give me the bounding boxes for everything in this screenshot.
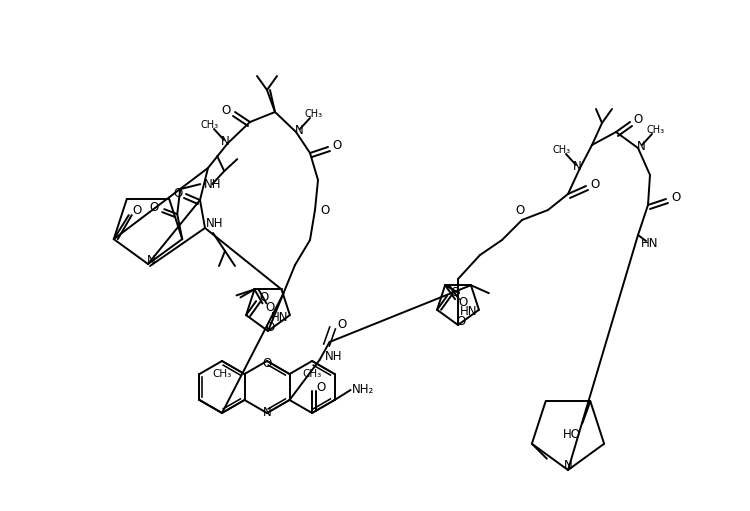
Text: O: O bbox=[451, 286, 460, 299]
Text: CH₃: CH₃ bbox=[305, 109, 323, 119]
Text: O: O bbox=[458, 296, 468, 309]
Text: HN: HN bbox=[641, 237, 658, 249]
Text: N: N bbox=[220, 134, 230, 148]
Text: N: N bbox=[262, 406, 272, 419]
Text: O: O bbox=[262, 357, 272, 369]
Text: HN: HN bbox=[271, 311, 289, 323]
Text: O: O bbox=[266, 301, 275, 314]
Text: N: N bbox=[573, 159, 581, 173]
Text: O: O bbox=[173, 187, 183, 199]
Text: O: O bbox=[671, 191, 681, 203]
Text: O: O bbox=[149, 201, 159, 214]
Text: CH₃: CH₃ bbox=[553, 145, 571, 155]
Text: CH₃: CH₃ bbox=[212, 369, 232, 379]
Text: CH₃: CH₃ bbox=[201, 120, 219, 130]
Text: O: O bbox=[260, 291, 268, 304]
Text: NH₂: NH₂ bbox=[352, 383, 374, 396]
Text: O: O bbox=[456, 314, 466, 328]
Text: NH: NH bbox=[325, 350, 342, 362]
Text: O: O bbox=[316, 381, 326, 393]
Text: HO: HO bbox=[563, 428, 581, 441]
Text: NH: NH bbox=[203, 178, 221, 191]
Text: O: O bbox=[320, 203, 330, 217]
Text: N: N bbox=[147, 253, 155, 267]
Text: O: O bbox=[221, 104, 231, 117]
Text: NH: NH bbox=[206, 217, 224, 229]
Text: O: O bbox=[515, 203, 525, 217]
Text: O: O bbox=[266, 320, 274, 334]
Text: CH₃: CH₃ bbox=[647, 125, 665, 135]
Text: N: N bbox=[564, 458, 572, 472]
Text: O: O bbox=[337, 317, 346, 331]
Text: N: N bbox=[295, 124, 303, 136]
Text: CH₃: CH₃ bbox=[302, 369, 322, 379]
Text: HN: HN bbox=[460, 305, 478, 318]
Text: O: O bbox=[132, 203, 142, 217]
Text: N: N bbox=[637, 140, 645, 152]
Text: O: O bbox=[633, 112, 643, 126]
Text: O: O bbox=[590, 177, 600, 191]
Text: O: O bbox=[332, 138, 341, 151]
